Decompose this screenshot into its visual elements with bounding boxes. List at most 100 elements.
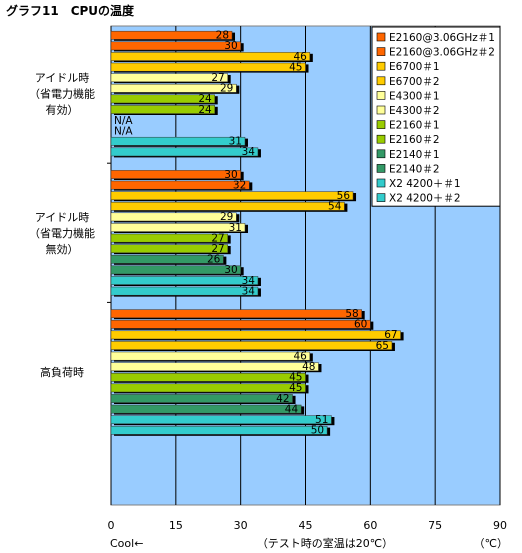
data-label: 27 (211, 243, 224, 255)
category-label-line: 高負荷時 (40, 365, 84, 379)
legend-entry: E2140＃2 (389, 163, 440, 175)
category-label-line: 有効） (46, 103, 79, 117)
legend-swatch (376, 193, 386, 202)
bar (110, 73, 228, 83)
data-label: 46 (293, 51, 307, 63)
data-label: 29 (220, 211, 233, 223)
bar (110, 415, 332, 425)
data-label: 56 (337, 190, 351, 202)
bars: 2830464527292424N/AN/A313430325654293127… (110, 30, 404, 437)
data-label: 26 (207, 254, 221, 266)
data-label: 27 (211, 232, 224, 244)
legend-entry: E2160@3.06GHz＃2 (389, 47, 495, 59)
bar (110, 233, 228, 243)
data-label: 54 (328, 201, 342, 213)
legend-swatch (376, 76, 386, 86)
legend-swatch (376, 120, 386, 129)
data-label: 29 (220, 83, 233, 95)
x-tick-label: 30 (234, 519, 248, 532)
bar (110, 52, 311, 61)
legend-swatch (376, 91, 386, 100)
data-label: 31 (229, 222, 242, 234)
bar (110, 341, 393, 350)
bar (110, 425, 328, 435)
bar (110, 309, 362, 319)
legend-entry: E2140＃1 (389, 149, 440, 161)
bar (110, 191, 354, 201)
bar (110, 83, 237, 93)
legend-swatch (376, 105, 386, 115)
bar (110, 136, 246, 146)
data-label: 30 (224, 40, 237, 52)
legend-entry: E2160＃2 (389, 134, 440, 146)
bar (110, 362, 319, 372)
legend-swatch (376, 149, 386, 159)
data-label-na: N/A (114, 115, 133, 127)
x-tick-labels: 0 15 30 45 60 75 90 (108, 519, 508, 532)
category-label-line: （省電力機能 (29, 226, 95, 240)
legend-swatch (376, 164, 386, 173)
legend-entry: X2 4200＋＃1 (389, 178, 461, 190)
data-label: 34 (242, 285, 256, 297)
data-label: 45 (289, 372, 302, 384)
x-tick-label: 60 (363, 519, 377, 532)
category-label-line: アイドル時 (35, 211, 89, 224)
data-label: 45 (289, 382, 302, 394)
bar (110, 286, 259, 296)
x-tick-label: 75 (428, 519, 442, 532)
bar (110, 330, 401, 340)
data-label: 28 (216, 30, 229, 42)
category-label-line: （省電力機能 (29, 87, 95, 101)
data-label: 42 (276, 393, 289, 405)
data-label: 30 (224, 264, 237, 276)
data-label: 32 (233, 179, 246, 191)
legend-swatch (376, 61, 386, 71)
data-label: 34 (242, 275, 256, 287)
x-tick-label: 90 (493, 519, 507, 532)
data-label: 45 (289, 61, 302, 73)
data-label: 51 (315, 414, 328, 426)
data-label: 44 (285, 403, 299, 415)
legend-swatch (376, 178, 386, 188)
data-label: 34 (242, 146, 256, 158)
data-label: 48 (302, 361, 315, 373)
legend-swatch (376, 47, 386, 56)
bar (110, 180, 250, 190)
bar (110, 372, 306, 382)
legend: E2160@3.06GHz＃1 E2160@3.06GHz＃2 E6700＃1 E67… (371, 26, 501, 207)
legend-box (371, 26, 501, 207)
bar (110, 351, 311, 361)
data-label: 67 (384, 329, 397, 341)
bar (110, 223, 246, 232)
data-label: 30 (224, 169, 237, 181)
bar (110, 62, 306, 72)
category-label-line: 無効） (46, 242, 79, 256)
data-label: 60 (354, 319, 367, 331)
x-tick-label: 45 (299, 519, 313, 532)
legend-entry: X2 4200＋＃2 (389, 193, 461, 205)
data-label: 24 (198, 104, 212, 116)
bar (110, 265, 241, 275)
data-label: 24 (198, 93, 212, 105)
data-label: 65 (376, 340, 389, 352)
bar (110, 94, 215, 104)
x-axis-unit: （℃） (474, 537, 508, 550)
bar (110, 276, 259, 285)
data-label: 27 (211, 72, 224, 84)
bar (110, 383, 306, 393)
legend-swatch (376, 134, 386, 144)
legend-entry: E2160@3.06GHz＃1 (389, 32, 495, 44)
data-label: 50 (311, 425, 324, 437)
bar (110, 170, 241, 179)
legend-entry: E6700＃1 (389, 61, 440, 73)
x-axis-label-cool: Cool← (110, 537, 143, 550)
bar (110, 319, 371, 329)
legend-entry: E4300＃1 (389, 90, 440, 102)
x-tick-label: 15 (169, 519, 183, 532)
bar (110, 212, 237, 222)
bar (110, 30, 233, 40)
bar (110, 404, 302, 414)
bar (110, 147, 259, 157)
